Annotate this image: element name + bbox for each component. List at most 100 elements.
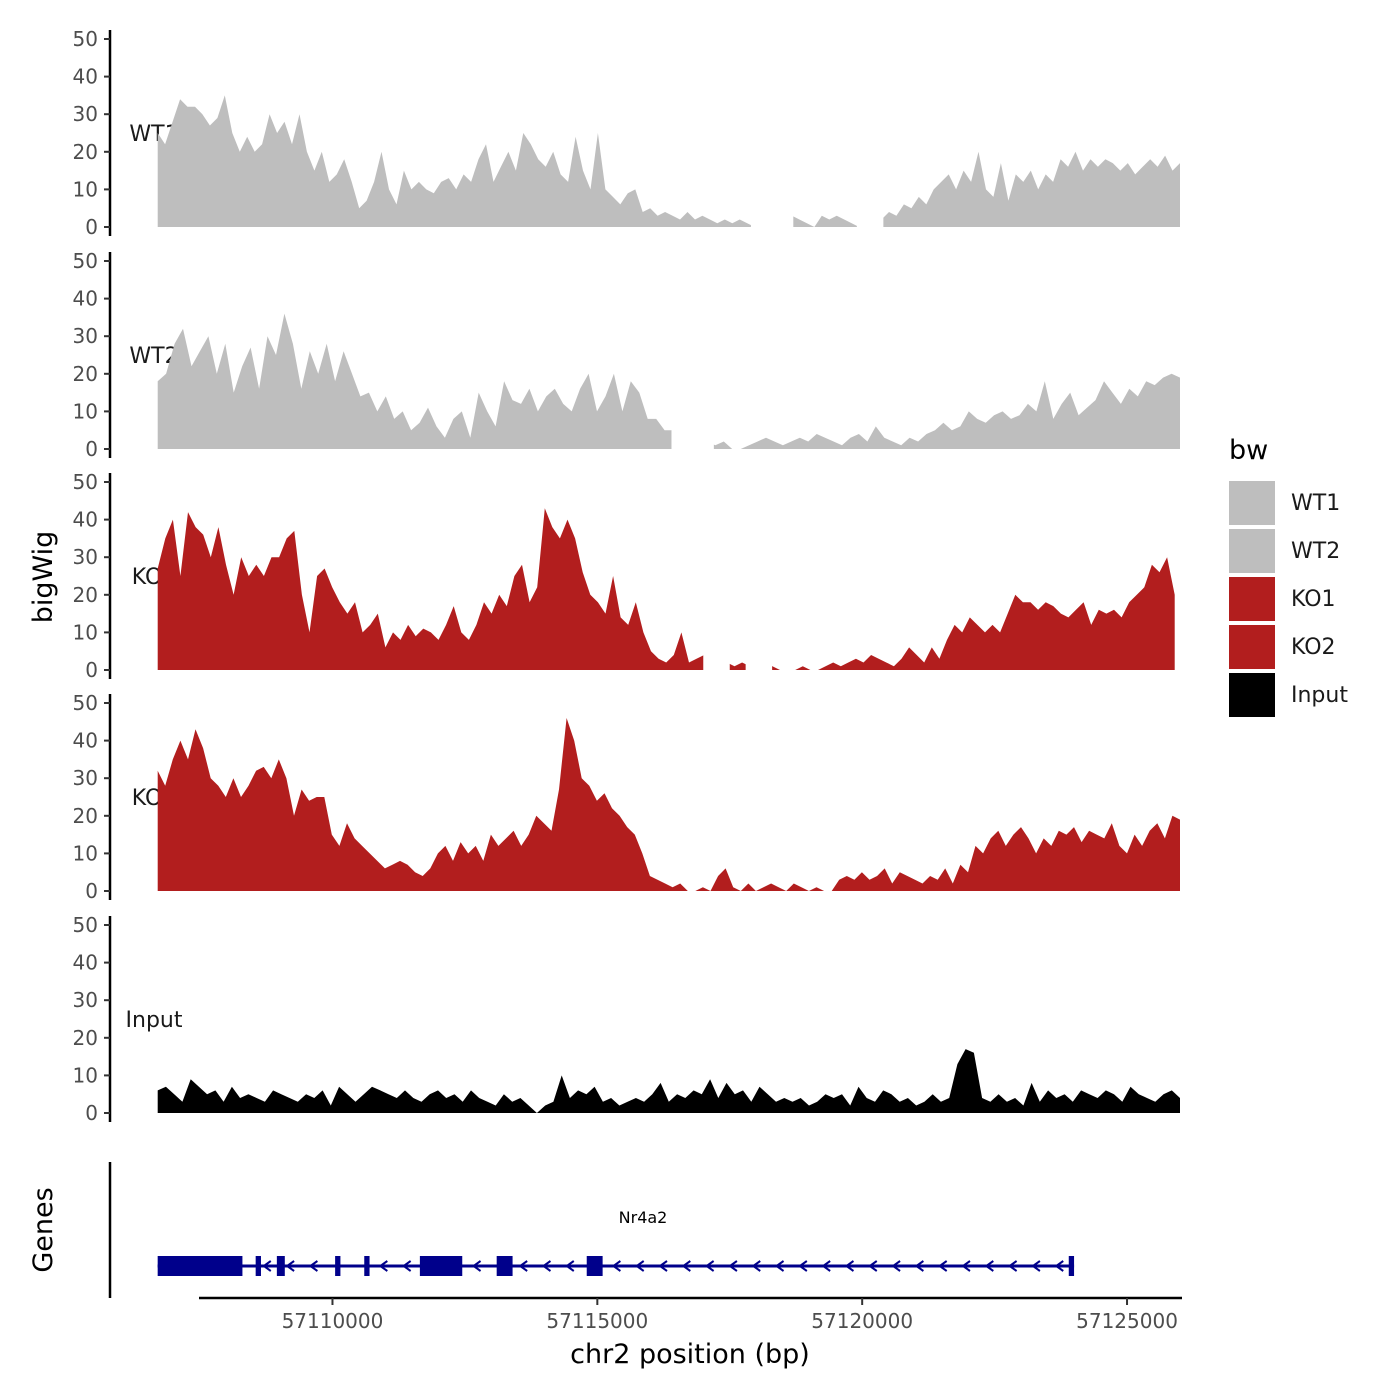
y-tick-label: 40 bbox=[73, 508, 98, 532]
legend: WT1 WT2 KO1 KO2 Input bbox=[1229, 481, 1348, 717]
strand-arrow-icon bbox=[774, 1260, 785, 1272]
area-input bbox=[157, 1049, 1180, 1113]
y-tick-label: 10 bbox=[73, 841, 98, 865]
y-tick-label: 40 bbox=[73, 729, 98, 753]
y-axis-title: bigWig bbox=[28, 531, 59, 624]
y-tick-label: 50 bbox=[73, 913, 98, 937]
strand-arrow-icon bbox=[541, 1260, 552, 1272]
strand-arrow-icon bbox=[891, 1260, 901, 1272]
track-label: Input bbox=[126, 1008, 183, 1033]
strand-arrow-icon bbox=[471, 1260, 482, 1272]
gene-exon bbox=[157, 1256, 243, 1276]
strand-arrow-icon bbox=[961, 1260, 971, 1272]
strand-arrow-icon bbox=[518, 1260, 528, 1272]
y-tick-label: 0 bbox=[85, 215, 98, 239]
strand-arrow-icon bbox=[658, 1260, 668, 1272]
area-wt2 bbox=[157, 313, 1180, 449]
gene-exon bbox=[1068, 1256, 1075, 1276]
x-axis: 57110000 57115000 57120000 57125000 bbox=[199, 1296, 1182, 1333]
legend-swatch bbox=[1229, 577, 1275, 621]
y-tick-label: 50 bbox=[73, 27, 98, 51]
track-input: 0 10 20 30 40 50 Input bbox=[73, 913, 1180, 1125]
strand-arrow-icon bbox=[1054, 1260, 1064, 1272]
y-tick-label: 10 bbox=[73, 1063, 98, 1087]
strand-arrow-icon bbox=[1031, 1260, 1041, 1272]
y-tick-label: 50 bbox=[73, 249, 98, 273]
gene-name-label: Nr4a2 bbox=[619, 1208, 668, 1227]
legend-swatch bbox=[1229, 625, 1275, 669]
y-tick-label: 0 bbox=[85, 437, 98, 461]
strand-arrow-icon bbox=[611, 1260, 621, 1272]
legend-swatch bbox=[1229, 673, 1275, 717]
y-tick-label: 20 bbox=[73, 583, 98, 607]
strand-arrow-icon bbox=[984, 1260, 994, 1272]
legend-label: Input bbox=[1291, 683, 1348, 708]
strand-arrow-icon bbox=[751, 1260, 761, 1272]
x-tick-label: 57115000 bbox=[546, 1309, 648, 1333]
y-tick-label: 30 bbox=[73, 766, 98, 790]
strand-arrow-icon bbox=[798, 1260, 808, 1272]
y-tick-label: 30 bbox=[73, 988, 98, 1012]
genes-axis-title: Genes bbox=[28, 1187, 59, 1272]
legend-label: WT1 bbox=[1291, 491, 1340, 516]
x-tick-label: 57125000 bbox=[1076, 1309, 1178, 1333]
y-tick-label: 0 bbox=[85, 879, 98, 903]
strand-arrow-icon bbox=[262, 1260, 272, 1272]
strand-arrow-icon bbox=[634, 1260, 645, 1272]
y-tick-label: 20 bbox=[73, 362, 98, 386]
y-tick-label: 20 bbox=[73, 1026, 98, 1050]
strand-arrow-icon bbox=[285, 1260, 295, 1272]
legend-label: KO2 bbox=[1291, 635, 1336, 660]
legend-swatch bbox=[1229, 529, 1275, 573]
strand-arrow-icon bbox=[378, 1260, 388, 1272]
y-tick-label: 50 bbox=[73, 691, 98, 715]
area-ko1 bbox=[157, 508, 1175, 670]
y-tick-label: 0 bbox=[85, 1101, 98, 1125]
y-tick-label: 50 bbox=[73, 470, 98, 494]
strand-arrow-icon bbox=[937, 1260, 948, 1272]
y-tick-label: 20 bbox=[73, 804, 98, 828]
gene-exon bbox=[419, 1256, 463, 1276]
y-tick-label: 20 bbox=[73, 140, 98, 164]
y-tick-label: 10 bbox=[73, 399, 98, 423]
gene-exon bbox=[255, 1256, 261, 1276]
strand-arrow-icon bbox=[728, 1260, 738, 1272]
y-tick-label: 0 bbox=[85, 658, 98, 682]
area-wt1 bbox=[157, 95, 1180, 228]
x-axis-title: chr2 position (bp) bbox=[570, 1339, 810, 1370]
gene-exon bbox=[364, 1256, 370, 1276]
y-tick-label: 40 bbox=[73, 65, 98, 89]
strand-arrow-icon bbox=[681, 1260, 691, 1272]
y-tick-label: 40 bbox=[73, 287, 98, 311]
area-ko2 bbox=[157, 718, 1180, 891]
track-panels: 01020304050WT101020304050WT201020304050K… bbox=[73, 27, 1180, 1125]
y-tick-label: 10 bbox=[73, 177, 98, 201]
x-tick-label: 57120000 bbox=[811, 1309, 913, 1333]
y-tick-label: 40 bbox=[73, 951, 98, 975]
legend-label: KO1 bbox=[1291, 587, 1336, 612]
legend-title: bw bbox=[1229, 435, 1268, 466]
legend-label: WT2 bbox=[1291, 539, 1340, 564]
strand-arrow-icon bbox=[821, 1260, 831, 1272]
y-tick-label: 30 bbox=[73, 324, 98, 348]
gene-exon bbox=[335, 1256, 341, 1276]
y-tick-label: 30 bbox=[73, 102, 98, 126]
strand-arrow-icon bbox=[868, 1260, 878, 1272]
strand-arrow-icon bbox=[914, 1260, 924, 1272]
strand-arrow-icon bbox=[308, 1260, 318, 1272]
strand-arrow-icon bbox=[1007, 1260, 1018, 1272]
gene-exon bbox=[276, 1256, 285, 1276]
legend-swatch bbox=[1229, 481, 1275, 525]
y-tick-label: 30 bbox=[73, 545, 98, 569]
gene-exon bbox=[586, 1256, 603, 1276]
strand-arrow-icon bbox=[401, 1260, 412, 1272]
strand-arrow-icon bbox=[565, 1260, 575, 1272]
strand-arrow-icon bbox=[704, 1260, 715, 1272]
strand-arrow-icon bbox=[844, 1260, 855, 1272]
x-tick-label: 57110000 bbox=[282, 1309, 384, 1333]
